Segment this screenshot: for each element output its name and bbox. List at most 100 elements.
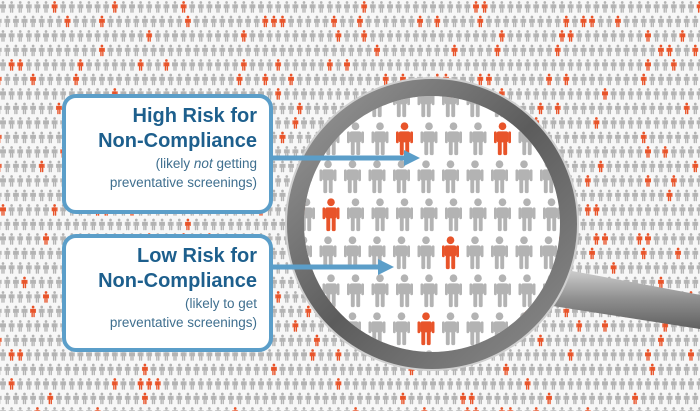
person-icon: [227, 392, 234, 405]
person-icon: [584, 88, 591, 100]
person-icon: [640, 247, 647, 260]
person-icon: [262, 44, 269, 57]
person-icon: [593, 88, 600, 100]
person-icon: [352, 1, 359, 13]
person-icon: [619, 146, 626, 158]
person-icon: [25, 204, 32, 216]
low-risk-title-line2: Non-Compliance: [98, 270, 257, 292]
person-icon: [51, 117, 58, 129]
person-icon: [150, 392, 157, 405]
person-icon: [593, 175, 600, 187]
person-icon: [103, 407, 110, 411]
person-icon: [90, 392, 97, 405]
person-icon: [683, 363, 690, 376]
person-icon: [249, 1, 256, 13]
person-icon: [305, 305, 312, 318]
person-icon: [348, 392, 355, 405]
person-icon: [30, 102, 37, 115]
person-icon: [657, 73, 664, 86]
person-icon: [430, 1, 436, 13]
person-icon: [64, 392, 71, 405]
person-icon: [619, 349, 626, 361]
person-icon: [309, 59, 316, 71]
person-icon: [184, 73, 191, 86]
person-icon: [688, 349, 694, 361]
person-icon: [494, 15, 501, 28]
person-icon: [55, 276, 62, 289]
person-icon: [180, 378, 187, 390]
person-icon: [193, 363, 200, 376]
person-icon: [395, 59, 402, 71]
person-icon: [352, 59, 359, 71]
person-icon: [511, 73, 518, 86]
person-icon: [619, 233, 626, 245]
person-icon: [657, 189, 664, 202]
person-icon: [679, 378, 686, 390]
person-icon: [51, 88, 58, 100]
person-icon: [369, 378, 376, 390]
person-icon: [636, 349, 643, 361]
person-icon: [137, 407, 144, 411]
person-icon: [309, 378, 316, 390]
person-icon: [47, 44, 54, 57]
person-icon: [55, 102, 62, 115]
person-icon: [374, 44, 381, 57]
person-icon: [25, 349, 32, 361]
person-icon: [98, 44, 105, 57]
person-icon: [382, 73, 389, 86]
person-icon: [576, 88, 583, 100]
person-icon: [378, 1, 385, 13]
person-icon: [589, 160, 596, 173]
person-icon: [692, 73, 699, 86]
person-icon: [301, 407, 307, 411]
person-icon: [602, 146, 608, 158]
person-icon: [602, 59, 608, 71]
person-icon: [0, 291, 6, 303]
person-icon: [438, 59, 445, 71]
person-icon: [43, 146, 49, 158]
person-icon: [202, 218, 209, 231]
person-icon: [447, 1, 454, 13]
person-icon: [692, 131, 699, 144]
person-icon: [593, 378, 600, 390]
person-icon: [266, 349, 273, 361]
person-icon: [670, 204, 677, 216]
person-icon: [4, 334, 11, 347]
person-icon: [675, 363, 682, 376]
person-icon: [610, 175, 617, 187]
person-icon: [301, 1, 307, 13]
person-icon: [0, 378, 6, 390]
person-icon: [313, 102, 320, 115]
person-icon: [675, 392, 682, 405]
person-icon: [55, 73, 62, 86]
person-icon: [51, 204, 58, 216]
person-icon: [103, 378, 110, 390]
person-icon: [154, 30, 161, 42]
person-icon: [240, 407, 247, 411]
person-icon: [447, 59, 454, 71]
person-icon: [374, 15, 381, 28]
person-icon: [378, 30, 385, 42]
person-icon: [387, 30, 393, 42]
person-icon: [133, 15, 140, 28]
person-icon: [537, 334, 544, 347]
person-icon: [412, 407, 419, 411]
person-icon: [232, 378, 239, 390]
person-icon: [563, 73, 570, 86]
person-icon: [546, 334, 553, 347]
person-icon: [412, 30, 419, 42]
person-icon: [21, 392, 28, 405]
person-icon: [352, 407, 359, 411]
person-icon: [632, 15, 639, 28]
person-icon: [533, 349, 540, 361]
person-icon: [51, 320, 58, 332]
person-icon: [382, 44, 389, 57]
person-icon: [438, 378, 445, 390]
person-icon: [116, 15, 123, 28]
person-icon: [692, 334, 699, 347]
person-icon: [270, 363, 277, 376]
person-icon: [636, 175, 643, 187]
person-icon: [533, 88, 540, 100]
person-icon: [610, 349, 617, 361]
person-icon: [38, 189, 45, 202]
